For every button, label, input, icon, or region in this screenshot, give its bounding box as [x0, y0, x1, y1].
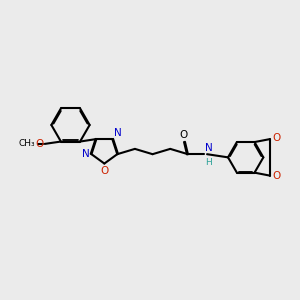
Text: O: O [179, 130, 188, 140]
Text: N: N [205, 143, 212, 153]
Text: O: O [35, 139, 44, 149]
Text: H: H [205, 158, 212, 167]
Text: CH₃: CH₃ [19, 140, 35, 148]
Text: O: O [100, 167, 109, 176]
Text: O: O [272, 133, 281, 143]
Text: N: N [114, 128, 122, 138]
Text: O: O [272, 172, 281, 182]
Text: N: N [82, 149, 89, 159]
